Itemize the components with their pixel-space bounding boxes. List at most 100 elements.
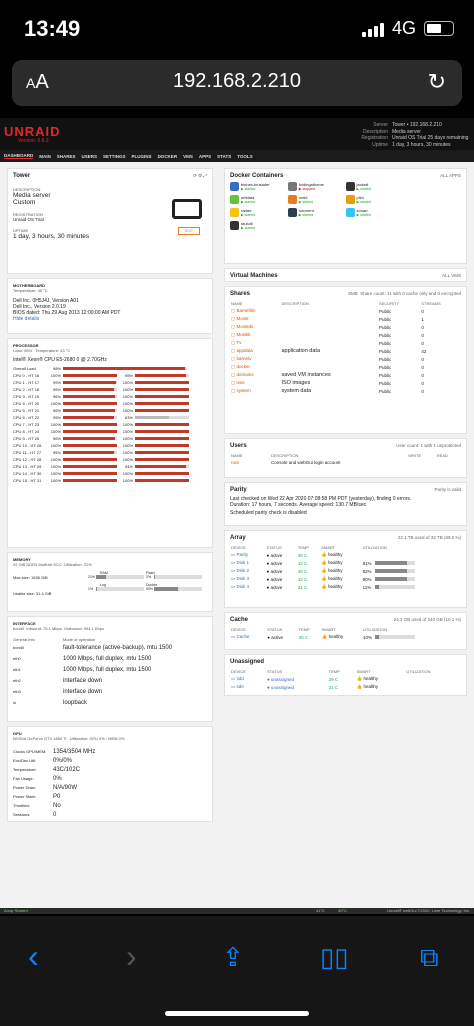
- nav-item-dashboard[interactable]: DASHBOARD: [4, 153, 34, 159]
- share-icon[interactable]: ⇪: [222, 942, 244, 972]
- container-icon[interactable]: [345, 182, 355, 191]
- all-apps-toggle[interactable]: ALL APPS: [440, 173, 461, 178]
- docker-container[interactable]: plex ▶ started: [345, 195, 404, 204]
- iface-h1[interactable]: General info: [13, 637, 35, 642]
- docker-container[interactable]: radarr ▶ started: [230, 208, 288, 217]
- reader-button[interactable]: AA: [26, 71, 49, 93]
- cpu-row: CPU 11 - HT 27 95% 100%: [13, 449, 207, 456]
- docker-container[interactable]: rutorrent ▶ started: [287, 208, 346, 217]
- nav-item-stats[interactable]: STATS: [217, 153, 232, 159]
- cpu-pct: 100%: [50, 373, 61, 378]
- container-icon[interactable]: [287, 182, 297, 191]
- url-text[interactable]: 192.168.2.210: [173, 70, 301, 92]
- nav-item-apps[interactable]: APPS: [198, 153, 212, 159]
- device-name[interactable]: ▭ sde: [231, 684, 244, 689]
- container-name[interactable]: radarr: [241, 208, 252, 213]
- container-name[interactable]: binhex-krusader: [241, 182, 270, 187]
- share-name[interactable]: ▢ appdata: [231, 348, 253, 353]
- container-name[interactable]: foldingathome: [298, 182, 324, 187]
- docker-container[interactable]: ombi ▶ started: [287, 195, 346, 204]
- nav-item-plugins[interactable]: PLUGINS: [131, 153, 152, 159]
- forward-icon[interactable]: ›: [126, 938, 137, 974]
- nav-item-main[interactable]: MAIN: [39, 153, 51, 159]
- container-name[interactable]: jackett: [356, 182, 369, 187]
- container-icon[interactable]: [230, 182, 239, 191]
- address-bar[interactable]: AA 192.168.2.210 ↻: [12, 60, 462, 106]
- nav-item-settings[interactable]: SETTINGS: [103, 153, 126, 159]
- panel-controls-icon[interactable]: ⟳ ⚙ ⤢: [193, 173, 207, 178]
- share-name[interactable]: ▢ Tv: [231, 340, 242, 345]
- gpu-list: Clocks GPU/MEM: 1354/3504 MHz Enc/Dec Util…: [13, 747, 207, 819]
- share-name[interactable]: ▢ system: [231, 388, 251, 393]
- log-pct: 1%: [88, 587, 94, 591]
- bookmarks-icon[interactable]: ▯▯: [320, 942, 349, 972]
- docker-container[interactable]: foldingathome ▶ stopped: [287, 182, 346, 191]
- share-name[interactable]: ▢ Movie: [231, 316, 249, 321]
- share-streams: 0: [421, 372, 424, 378]
- ios-status-bar: 13:49 4G: [0, 0, 474, 60]
- tabs-icon[interactable]: ⧉: [420, 942, 439, 972]
- container-icon[interactable]: [345, 195, 355, 204]
- iface-select[interactable]: bond0: [13, 626, 25, 631]
- docker-pct: 50%: [146, 587, 154, 591]
- iface-name: bond0: [13, 645, 25, 650]
- container-name[interactable]: tautulli: [241, 221, 253, 226]
- gpu-value: 1354/3504 MHz: [53, 748, 96, 755]
- share-desc: ISO images: [281, 380, 311, 386]
- device-name[interactable]: ▭ Disk 1: [231, 560, 250, 565]
- vm-title: Virtual Machines: [230, 273, 278, 279]
- device-name[interactable]: ▭ sdd: [231, 676, 244, 681]
- container-name[interactable]: netdata: [241, 195, 255, 200]
- hide-details-link[interactable]: Hide details: [13, 316, 40, 322]
- reload-icon[interactable]: ↻: [427, 69, 446, 94]
- home-indicator: [165, 1011, 309, 1016]
- nav-item-tools[interactable]: TOOLS: [237, 153, 253, 159]
- unraid-logo[interactable]: UNRAID: [4, 124, 61, 139]
- mem-sub: 32 GiB DDR3 Multi-bit ECC: [13, 562, 62, 567]
- device-name[interactable]: ▭ Disk 2: [231, 568, 250, 573]
- docker-container[interactable]: sonarr ▶ started: [345, 208, 404, 217]
- edit-button[interactable]: EDIT: [178, 227, 200, 235]
- container-name[interactable]: plex: [356, 195, 364, 200]
- nav-item-vms[interactable]: VMS: [183, 153, 193, 159]
- server-info-key: Registration: [361, 135, 388, 141]
- container-icon[interactable]: [230, 208, 239, 217]
- docker-container: [403, 182, 461, 191]
- share-name[interactable]: ▢ domains: [231, 372, 254, 377]
- device-name[interactable]: ▭ Disk 4: [231, 584, 250, 589]
- device-name[interactable]: ▭ Disk 3: [231, 576, 250, 581]
- all-vms-toggle[interactable]: ALL VMS: [442, 273, 461, 278]
- share-name[interactable]: ▢ isos: [231, 380, 245, 385]
- container-name[interactable]: rutorrent: [298, 208, 314, 213]
- device-name[interactable]: ▭ Parity: [231, 552, 249, 557]
- cpu-name: CPU 12 - HT 28: [13, 457, 42, 462]
- share-mode-select[interactable]: SMB: [347, 291, 358, 296]
- back-icon[interactable]: ‹: [28, 938, 39, 974]
- nav-item-docker[interactable]: DOCKER: [157, 153, 178, 159]
- container-name[interactable]: sonarr: [356, 208, 368, 213]
- docker-container[interactable]: jackett ▶ started: [345, 182, 404, 191]
- mb-temp: Temperature: 40 °C: [13, 288, 48, 293]
- user-name[interactable]: root: [231, 460, 239, 465]
- device-name[interactable]: ▭ Cache: [231, 634, 250, 639]
- reg-value[interactable]: Unraid OS Trial: [13, 217, 44, 222]
- nav-item-users[interactable]: USERS: [81, 153, 98, 159]
- column-header: TEMP: [298, 627, 310, 632]
- cpu-row: CPU 14 - HT 30 100% 100%: [13, 470, 207, 477]
- docker-container[interactable]: binhex-krusader ▶ started: [230, 182, 288, 191]
- container-icon[interactable]: [287, 195, 297, 204]
- column-header: STATUS: [267, 627, 283, 632]
- docker-container[interactable]: netdata ▶ started: [230, 195, 288, 204]
- container-icon[interactable]: [287, 208, 297, 217]
- share-name[interactable]: ▢ Barnefilm: [231, 308, 256, 313]
- container-icon[interactable]: [230, 221, 239, 230]
- share-name[interactable]: ▢ Musikk: [231, 332, 251, 337]
- share-name[interactable]: ▢ barnetv: [231, 356, 252, 361]
- nav-item-shares[interactable]: SHARES: [56, 153, 76, 159]
- docker-container[interactable]: tautulli ▶ started: [230, 221, 288, 230]
- container-icon[interactable]: [230, 195, 239, 204]
- share-name[interactable]: ▢ docker: [231, 364, 251, 369]
- share-name[interactable]: ▢ Movieds: [231, 324, 254, 329]
- container-name[interactable]: ombi: [298, 195, 308, 200]
- container-icon[interactable]: [345, 208, 355, 217]
